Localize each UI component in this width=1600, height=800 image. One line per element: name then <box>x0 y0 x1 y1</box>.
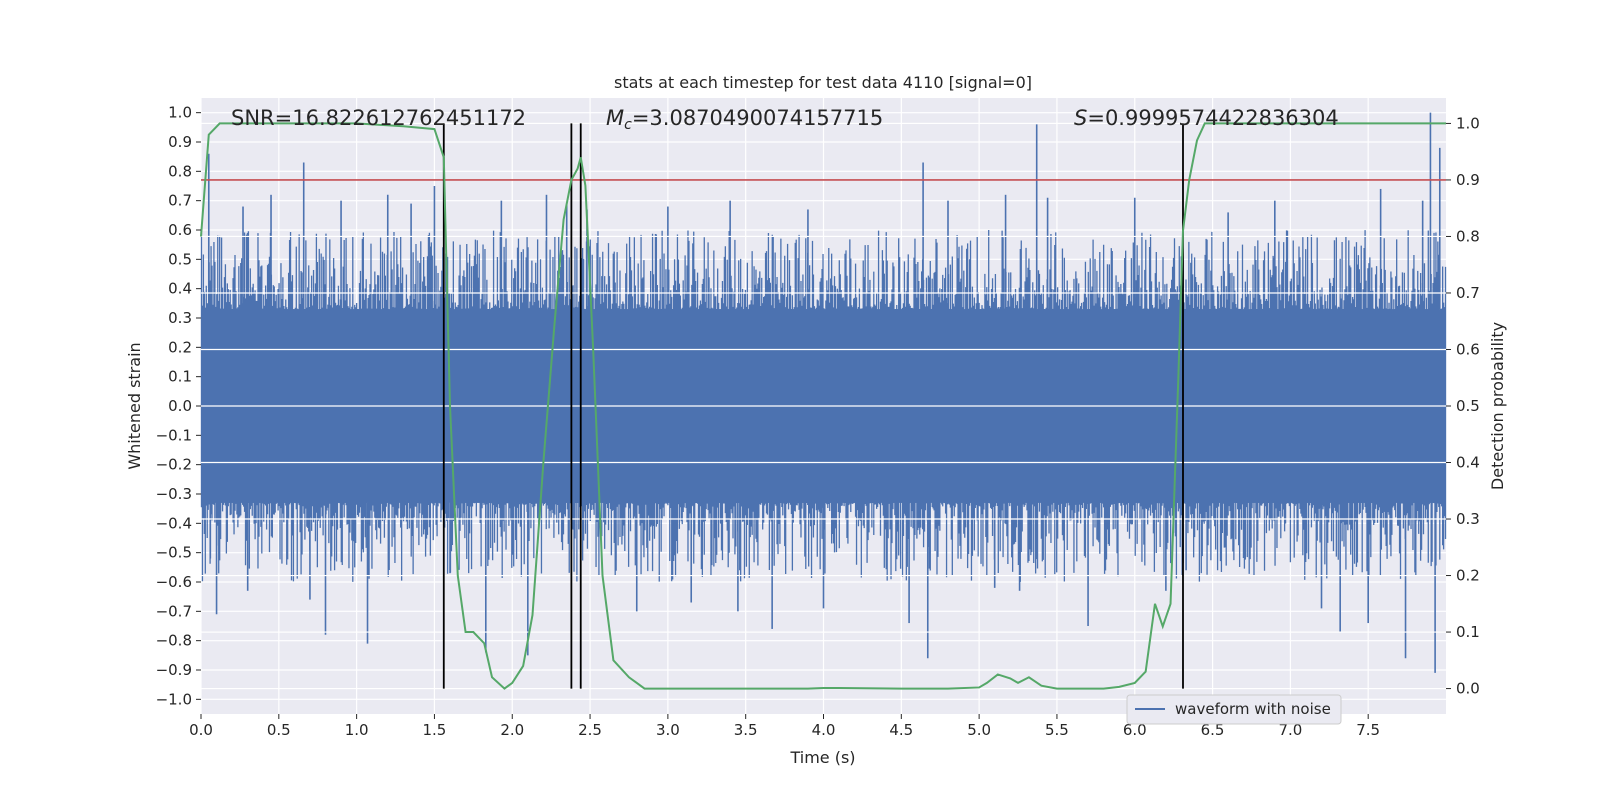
chirp-mass-annotation: Mc=3.0870490074157715 <box>606 106 883 133</box>
left-y-tick-label: 0.6 <box>168 221 192 239</box>
mc-symbol: M <box>606 106 624 130</box>
right-y-tick-label: 0.3 <box>1456 510 1480 528</box>
left-y-tick-label: −0.7 <box>156 602 192 620</box>
x-tick-label: 1.5 <box>423 721 447 739</box>
left-y-tick-label: 0.4 <box>168 280 192 298</box>
right-y-tick-label: 0.5 <box>1456 397 1480 415</box>
left-y-tick-label: 0.3 <box>168 309 192 327</box>
right-y-tick-label: 0.0 <box>1456 680 1480 698</box>
x-tick-label: 7.5 <box>1356 721 1380 739</box>
right-y-tick-label: 0.4 <box>1456 454 1480 472</box>
left-y-tick-label: −0.9 <box>156 661 192 679</box>
x-tick-label: 1.0 <box>345 721 369 739</box>
left-y-axis-label: Whitened strain <box>125 342 144 469</box>
right-y-tick-label: 1.0 <box>1456 114 1480 132</box>
left-y-tick-label: 0.7 <box>168 192 192 210</box>
legend-box <box>1126 694 1342 725</box>
left-y-tick-label: 0.1 <box>168 368 192 386</box>
chart-title: stats at each timestep for test data 411… <box>614 73 1032 92</box>
left-y-tick-label: 0.5 <box>168 250 192 268</box>
x-tick-label: 2.5 <box>578 721 602 739</box>
x-axis-label: Time (s) <box>789 748 855 767</box>
x-tick-label: 3.0 <box>656 721 680 739</box>
right-y-axis-label: Detection probability <box>1488 322 1507 490</box>
right-y-tick-label: 0.1 <box>1456 623 1480 641</box>
left-y-tick-label: −0.4 <box>156 514 192 532</box>
x-tick-label: 7.0 <box>1278 721 1302 739</box>
left-y-tick-label: 0.2 <box>168 338 192 356</box>
x-tick-label: 0.5 <box>267 721 291 739</box>
x-tick-label: 0.0 <box>189 721 213 739</box>
x-tick-label: 3.5 <box>734 721 758 739</box>
x-tick-label: 5.0 <box>967 721 991 739</box>
right-y-tick-label: 0.2 <box>1456 567 1480 585</box>
waveform-with-noise-series <box>200 112 1447 690</box>
left-y-tick-label: 0.8 <box>168 162 192 180</box>
legend: waveform with noise <box>1126 694 1342 725</box>
left-y-tick-label: 0.9 <box>168 133 192 151</box>
s-annotation: S=0.9999574422836304 <box>1074 106 1339 130</box>
right-y-tick-label: 0.6 <box>1456 340 1480 358</box>
left-y-tick-label: −1.0 <box>156 690 192 708</box>
legend-entry-waveform-with-noise: waveform with noise <box>1175 700 1331 718</box>
left-y-tick-label: −0.1 <box>156 426 192 444</box>
x-tick-label: 6.0 <box>1123 721 1147 739</box>
x-axis-ticks: 0.0 0.5 1.0 1.5 2.0 2.5 3.0 3.5 4.0 4.5 5.0 5.5 6.0 6… <box>189 714 1380 739</box>
left-y-tick-label: −0.6 <box>156 573 192 591</box>
mc-value: =3.0870490074157715 <box>632 106 883 130</box>
x-tick-label: 4.5 <box>889 721 913 739</box>
mc-subscript: c <box>624 117 632 133</box>
left-y-tick-label: 1.0 <box>168 104 192 122</box>
left-y-tick-label: −0.5 <box>156 544 192 562</box>
left-y-axis-ticks: 1.0 0.9 0.8 0.7 0.6 0.5 0.4 0.3 0.2 0.1 0.0 −0.1 −0.… <box>156 104 201 708</box>
left-y-tick-label: −0.3 <box>156 485 192 503</box>
x-tick-label: 6.5 <box>1201 721 1225 739</box>
right-y-tick-label: 0.8 <box>1456 227 1480 245</box>
snr-annotation: SNR=16.822612762451172 <box>231 106 526 130</box>
left-y-tick-label: −0.2 <box>156 456 192 474</box>
right-y-tick-label: 0.7 <box>1456 284 1480 302</box>
left-y-tick-label: 0.0 <box>168 397 192 415</box>
detection-probability-line <box>200 122 1446 690</box>
left-y-tick-label: −0.8 <box>156 632 192 650</box>
s-value: =0.9999574422836304 <box>1087 106 1338 130</box>
right-y-tick-label: 0.9 <box>1456 171 1480 189</box>
s-symbol: S <box>1074 106 1087 130</box>
vertical-markers <box>442 123 1184 689</box>
right-y-axis-ticks: 1.0 0.9 0.8 0.7 0.6 0.5 0.4 0.3 0.2 0.1 0.0 <box>1446 114 1480 698</box>
x-tick-label: 2.0 <box>500 721 524 739</box>
x-tick-label: 4.0 <box>812 721 836 739</box>
x-tick-label: 5.5 <box>1045 721 1069 739</box>
